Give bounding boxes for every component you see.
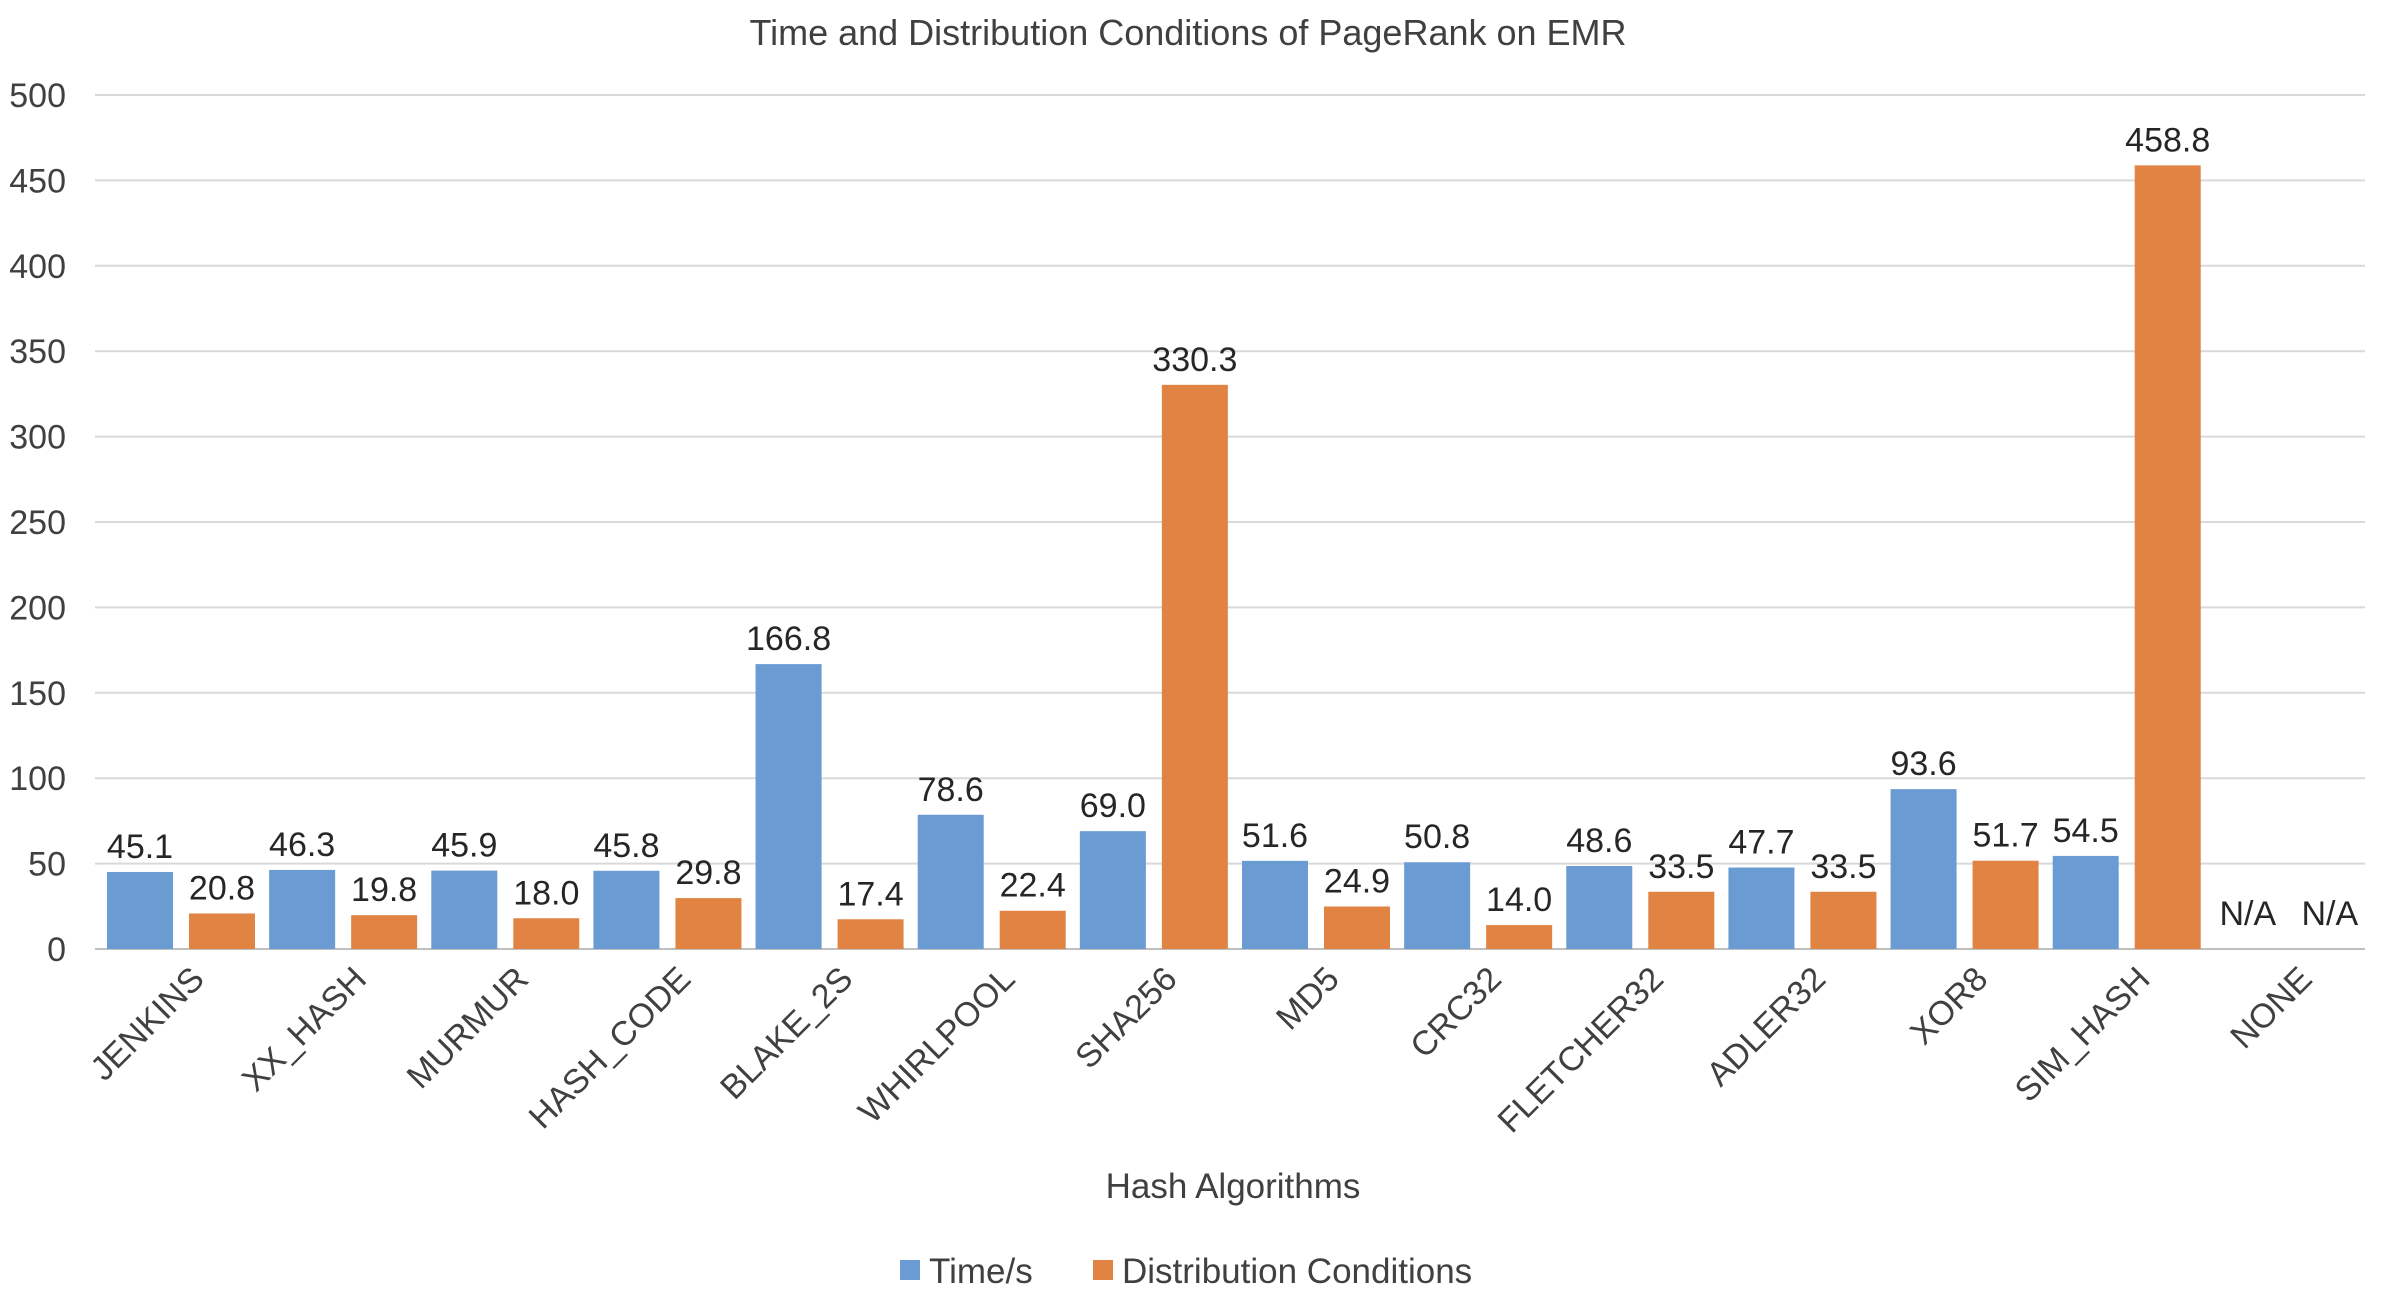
x-tick-label: CRC32 [1403,960,1509,1066]
legend-label-distribution: Distribution Conditions [1122,1252,1472,1291]
data-label: N/A [2220,895,2277,933]
x-tick-label: NONE [2223,960,2319,1056]
data-label: 46.3 [269,826,335,864]
data-label: 19.8 [351,871,417,909]
chart-title: Time and Distribution Conditions of Page… [749,12,1626,53]
bar-distribution-murmur [513,918,580,949]
y-tick-label: 50 [28,846,66,884]
y-tick-label: 500 [9,77,66,115]
y-tick-label: 150 [9,675,66,713]
legend: Time/s Distribution Conditions [900,1252,1472,1291]
bar-distribution-jenkins [189,913,255,949]
data-label: 24.9 [1324,862,1390,900]
data-label: 14.0 [1486,881,1552,919]
data-label: 45.1 [107,828,173,866]
x-tick-label: SHA256 [1068,960,1184,1076]
x-tick-label: ADLER32 [1699,960,1833,1094]
y-tick-label: 300 [9,419,66,457]
x-tick-label: JENKINS [83,960,211,1088]
data-label: 54.5 [2053,812,2119,850]
bar-time-fletcher32 [1566,865,1633,949]
bar-distribution-xor8 [1972,860,2039,949]
data-label: 166.8 [746,620,831,658]
bar-distribution-whirlpool [999,910,1066,949]
y-axis-tick-labels: 0 50 100 150 200 250 300 350 400 450 500 [9,77,66,969]
y-tick-label: 350 [9,333,66,371]
y-tick-label: 100 [9,760,66,798]
data-label: 20.8 [189,869,255,907]
legend-label-time: Time/s [929,1252,1033,1291]
x-tick-label: XX_HASH [235,960,374,1099]
bar-time-adler32 [1728,867,1795,949]
data-label: 330.3 [1152,341,1237,379]
data-label: 17.4 [837,875,903,913]
data-label: 69.0 [1080,787,1146,825]
data-label: 50.8 [1404,818,1470,856]
bar-time-sha256 [1079,831,1146,949]
x-tick-label: HASH_CODE [522,960,699,1137]
x-tick-label: XOR8 [1903,960,1995,1052]
gridlines [95,94,2365,950]
bar-time-jenkins [107,871,173,949]
legend-swatch-distribution [1093,1260,1113,1280]
data-labels: 45.1 20.8 46.3 19.8 45.9 18.0 45.8 29.8 166.8 17.… [107,121,2359,933]
bar-time-blake_2s [755,664,822,949]
data-label: 93.6 [1890,745,1956,783]
y-tick-label: 400 [9,248,66,286]
bar-time-murmur [431,870,498,949]
bars [107,165,2201,949]
data-label: 47.7 [1728,824,1794,862]
y-tick-label: 250 [9,504,66,542]
data-label: 18.0 [513,874,579,912]
data-label: 48.6 [1566,822,1632,860]
data-label: 29.8 [675,854,741,892]
x-tick-label: SIM_HASH [2008,960,2158,1110]
bar-distribution-md5 [1324,906,1390,949]
data-label: 51.6 [1242,817,1308,855]
x-axis-title: Hash Algorithms [1106,1167,1361,1206]
data-label: 22.4 [1000,867,1066,905]
data-label: 45.8 [593,827,659,865]
bar-distribution-sha256 [1161,384,1228,949]
bar-time-xx_hash [269,869,336,949]
bar-distribution-fletcher32 [1648,891,1715,949]
data-label: 458.8 [2125,121,2210,159]
y-tick-label: 450 [9,162,66,200]
x-tick-label: FLETCHER32 [1491,960,1672,1141]
bar-time-whirlpool [917,814,984,949]
bar-distribution-hash_code [675,898,742,949]
data-label: 51.7 [1972,817,2038,855]
x-tick-label: WHIRLPOOL [851,960,1022,1131]
bar-distribution-xx_hash [351,915,418,949]
bar-time-xor8 [1890,789,1957,949]
bar-distribution-sim_hash [2134,165,2201,949]
x-tick-label: BLAKE_2S [713,960,860,1107]
y-tick-label: 0 [47,931,66,969]
legend-swatch-time [900,1260,920,1280]
bar-distribution-crc32 [1486,925,1553,949]
bar-distribution-adler32 [1810,891,1877,949]
bar-time-md5 [1242,860,1308,949]
bar-time-sim_hash [2052,855,2119,949]
bar-time-crc32 [1404,862,1471,949]
x-tick-label: MD5 [1269,960,1347,1038]
data-label: 78.6 [918,771,984,809]
y-tick-label: 200 [9,589,66,627]
data-label: 33.5 [1648,848,1714,886]
data-label: N/A [2302,895,2359,933]
data-label: 33.5 [1810,848,1876,886]
bar-time-hash_code [593,870,660,949]
x-tick-label: MURMUR [400,960,536,1096]
data-label: 45.9 [431,827,497,865]
bar-distribution-blake_2s [837,919,904,949]
